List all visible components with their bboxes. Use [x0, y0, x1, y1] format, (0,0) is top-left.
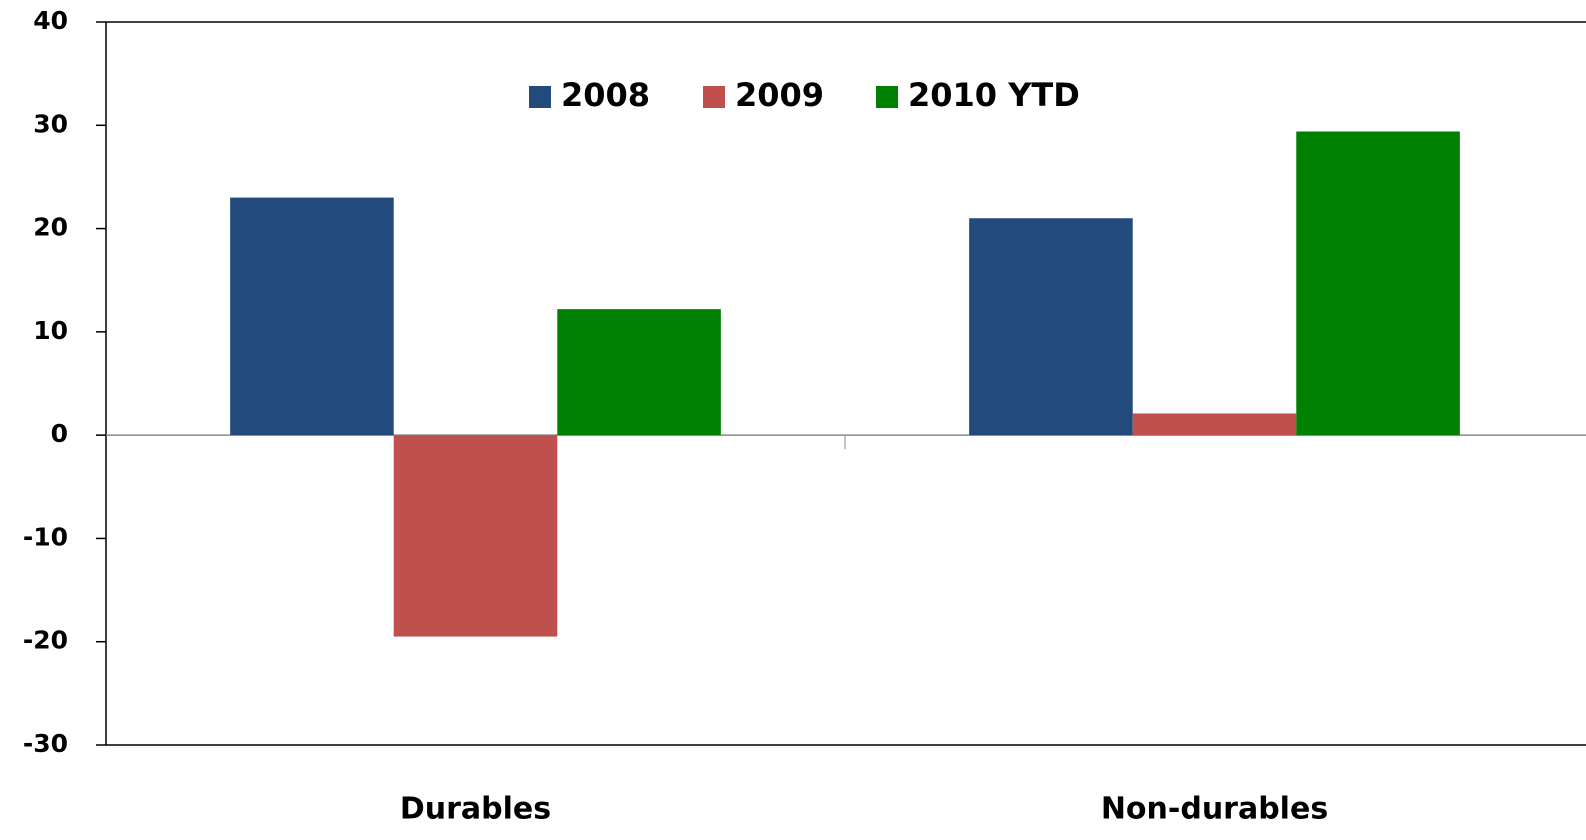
legend-swatch [703, 86, 725, 108]
y-tick-label: -20 [23, 626, 68, 655]
y-tick-label: 40 [33, 6, 68, 35]
y-tick-label: 30 [33, 109, 68, 138]
y-tick-label: 10 [33, 316, 68, 345]
legend-label: 2009 [735, 76, 824, 114]
bar [969, 218, 1133, 436]
bar [393, 435, 558, 637]
y-tick-label: -10 [23, 522, 68, 551]
legend-swatch [529, 86, 551, 108]
bar [1296, 131, 1460, 436]
legend-label: 2010 YTD [908, 76, 1080, 114]
y-tick-label: -30 [23, 729, 68, 758]
legend-label: 2008 [561, 76, 650, 114]
y-tick-label: 20 [33, 213, 68, 242]
bar [230, 197, 394, 436]
x-tick-label: Non-durables [1101, 792, 1328, 827]
bar [557, 309, 721, 436]
bar [1132, 413, 1297, 436]
y-tick-label: 0 [51, 419, 68, 448]
legend-swatch [876, 86, 898, 108]
x-tick-label: Durables [400, 792, 551, 827]
